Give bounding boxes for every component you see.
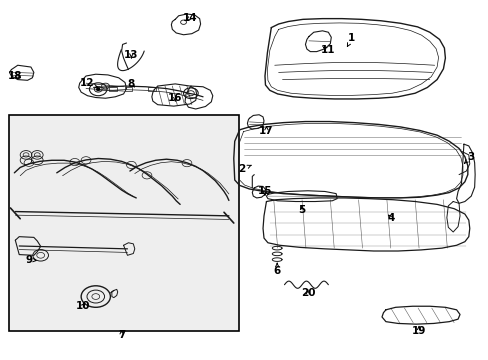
- Bar: [10, 116, 237, 330]
- Text: 11: 11: [321, 45, 335, 55]
- Text: 16: 16: [168, 93, 182, 103]
- Bar: [109, 87, 117, 91]
- Bar: [124, 87, 132, 91]
- Text: 17: 17: [259, 126, 273, 135]
- Text: 1: 1: [346, 33, 355, 46]
- Text: 2: 2: [238, 164, 251, 174]
- Circle shape: [97, 88, 100, 90]
- Bar: [9, 116, 238, 330]
- Text: 6: 6: [273, 264, 280, 276]
- Text: 8: 8: [127, 79, 135, 89]
- Text: 14: 14: [182, 13, 197, 23]
- Text: 15: 15: [257, 186, 272, 197]
- Text: 9: 9: [25, 255, 36, 265]
- Text: 4: 4: [386, 213, 394, 222]
- Text: 19: 19: [411, 325, 426, 336]
- Text: 10: 10: [75, 301, 90, 311]
- Text: 12: 12: [80, 78, 98, 88]
- Text: 3: 3: [464, 152, 474, 163]
- Text: 13: 13: [124, 50, 138, 60]
- Text: 18: 18: [8, 71, 22, 81]
- Text: 7: 7: [118, 330, 125, 340]
- Bar: [148, 87, 156, 91]
- Text: 20: 20: [300, 288, 314, 298]
- Text: 5: 5: [298, 206, 305, 216]
